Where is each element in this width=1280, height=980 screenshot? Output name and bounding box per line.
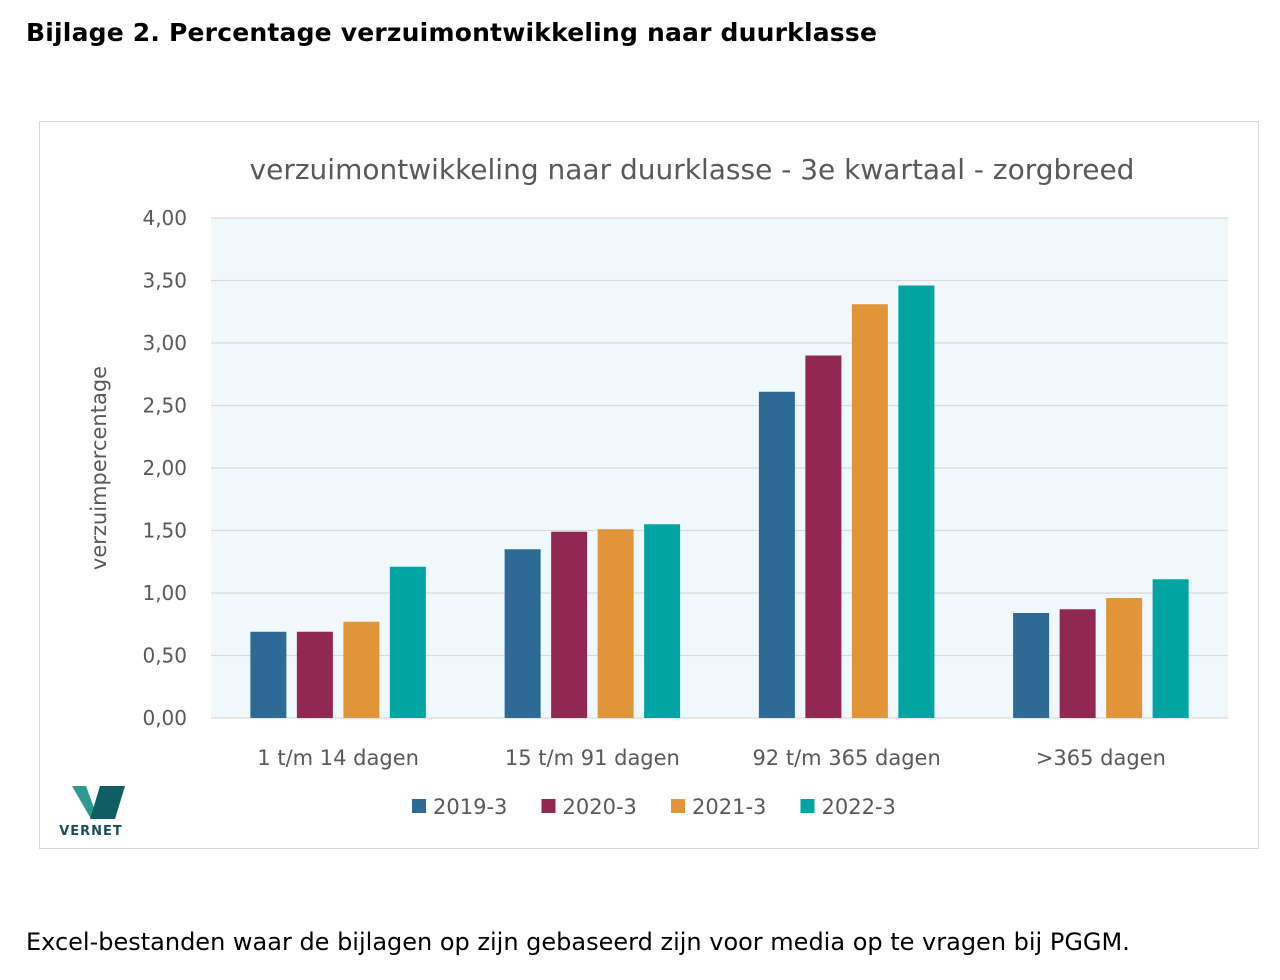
vernet-logo: VERNET [59, 786, 125, 839]
y-tick-label: 0,50 [142, 644, 187, 668]
y-tick-label: 2,00 [142, 456, 187, 480]
y-tick-label: 2,50 [142, 394, 187, 418]
legend-label-2021-3: 2021-3 [692, 795, 766, 819]
bar-2022-3-2 [644, 524, 681, 718]
legend-swatch-2020-3 [541, 799, 556, 813]
y-tick-label: 3,50 [142, 269, 187, 293]
bar-2021-3-4 [1106, 598, 1143, 718]
legend-label-2022-3: 2022-3 [822, 795, 896, 819]
logo-text: VERNET [59, 824, 123, 839]
chart-container: 0,00 0,50 1,00 1,50 2,00 2,50 3,00 3,50 4,00 1 t… [39, 121, 1259, 849]
legend-label-2020-3: 2020-3 [563, 795, 637, 819]
y-tick-label: 1,50 [142, 519, 187, 543]
x-category-label: 92 t/m 365 dagen [752, 746, 940, 770]
bar-2021-3-2 [597, 529, 634, 718]
bar-2020-3-4 [1059, 609, 1096, 718]
chart-legend: 2019-3 2020-3 2021-3 2022-3 [412, 795, 896, 819]
x-category-label: 1 t/m 14 dagen [257, 746, 419, 770]
legend-swatch-2021-3 [671, 799, 685, 813]
bar-2019-3-3 [758, 391, 795, 718]
bar-2022-3-1 [389, 566, 426, 718]
y-tick-label: 4,00 [142, 206, 187, 230]
logo-left-shape [72, 786, 98, 819]
bar-2019-3-4 [1013, 613, 1050, 718]
page-heading: Bijlage 2. Percentage verzuimontwikkelin… [26, 18, 878, 47]
x-category-label: >365 dagen [1036, 746, 1166, 770]
y-tick-label: 1,00 [142, 581, 187, 605]
bar-2021-3-1 [343, 621, 380, 718]
bar-2019-3-2 [504, 549, 541, 718]
bar-2022-3-4 [1152, 579, 1189, 718]
bar-2020-3-2 [551, 531, 588, 718]
y-tick-label: 0,00 [142, 706, 187, 730]
y-tick-label: 3,00 [142, 331, 187, 355]
bar-2022-3-3 [898, 285, 935, 718]
chart-title: verzuimontwikkeling naar duurklasse - 3e… [250, 153, 1135, 186]
footnote: Excel-bestanden waar de bijlagen op zijn… [26, 928, 1130, 956]
x-category-label: 15 t/m 91 dagen [505, 746, 680, 770]
bar-2020-3-1 [296, 631, 333, 718]
legend-swatch-2019-3 [412, 799, 426, 813]
legend-label-2019-3: 2019-3 [433, 795, 507, 819]
bar-2020-3-3 [805, 355, 842, 718]
logo-right-shape [90, 786, 125, 819]
y-axis-label: verzuimpercentage [87, 366, 111, 570]
bar-2019-3-1 [250, 631, 287, 718]
legend-swatch-2022-3 [800, 799, 815, 813]
bar-chart: 0,00 0,50 1,00 1,50 2,00 2,50 3,00 3,50 4,00 1 t… [59, 153, 1228, 839]
bar-2021-3-3 [851, 304, 888, 718]
